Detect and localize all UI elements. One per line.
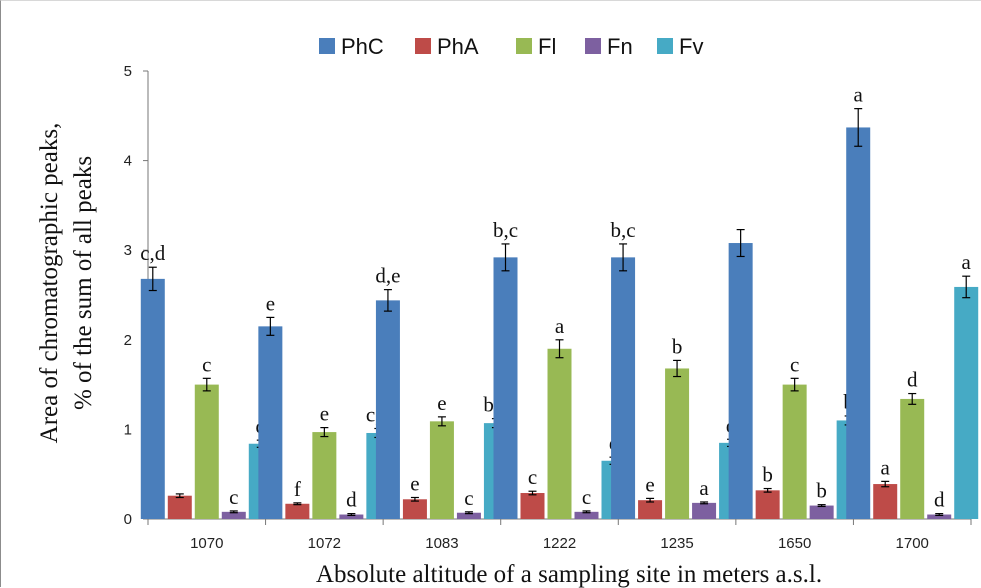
significance-label: d,e (375, 264, 400, 288)
bar-phc-1235 (611, 257, 636, 519)
significance-label: e (410, 471, 419, 495)
significance-label: b (816, 479, 827, 503)
bar-fn-1650 (809, 505, 834, 519)
significance-label: e (320, 402, 329, 426)
bar-pha-1235 (638, 500, 663, 519)
bar-pha-1083 (402, 499, 427, 519)
significance-label: d (346, 488, 357, 512)
significance-label: c (202, 352, 211, 376)
legend-label-fl: Fl (538, 34, 556, 59)
y-tick-label: 4 (124, 153, 132, 170)
bar-phc-1083 (375, 300, 400, 519)
x-tick-label: 1083 (425, 535, 458, 552)
significance-label: c (528, 465, 537, 489)
legend-label-pha: PhA (437, 34, 479, 59)
bar-fn-1235 (692, 502, 717, 519)
bar-phc-1650 (728, 243, 753, 520)
bar-fv-1700 (954, 286, 979, 519)
bar-pha-1650 (755, 490, 780, 519)
legend-label-fv: Fv (679, 34, 703, 59)
bar-pha-1072 (285, 503, 310, 519)
y-tick-label: 2 (124, 332, 132, 349)
bar-phc-1070 (140, 278, 165, 519)
y-tick-label: 1 (124, 421, 132, 438)
bar-fl-1070 (194, 384, 219, 519)
y-tick-label: 0 (124, 511, 132, 528)
bar-fl-1235 (665, 368, 690, 519)
bar-fn-1700 (927, 514, 952, 519)
bar-fl-1650 (782, 384, 807, 519)
y-axis-title: Area of chromatographic peaks, % of the s… (36, 123, 97, 444)
legend-swatch-fn (585, 38, 601, 54)
significance-label: a (962, 250, 972, 274)
legend: PhC PhA Fl Fn Fv (319, 34, 703, 59)
significance-label: b,c (493, 218, 518, 242)
y-axis-title-line: % of the sum of all peaks (70, 156, 97, 410)
legend-swatch-fl (516, 38, 532, 54)
bar-pha-1070 (167, 495, 192, 519)
x-tick-label: 1222 (543, 535, 576, 552)
bar-fn-1070 (221, 511, 246, 519)
significance-label: e (266, 291, 275, 315)
significance-label: a (881, 455, 891, 479)
significance-label: f (294, 477, 301, 501)
significance-label: b (762, 463, 773, 487)
bar-phc-1072 (258, 326, 283, 519)
legend-swatch-pha (415, 38, 431, 54)
significance-label: b,c (611, 218, 636, 242)
significance-label: c,d (140, 241, 166, 265)
bar-fn-1222 (574, 511, 599, 519)
bar-fl-1083 (429, 421, 454, 519)
bar-phc-1700 (846, 127, 871, 519)
significance-label: d (934, 488, 945, 512)
significance-label: e (437, 391, 446, 415)
x-axis: 1070 1072 1083 1222 1235 1650 1700 (147, 518, 972, 552)
bar-pha-1700 (873, 484, 898, 519)
bar-fl-1700 (900, 398, 925, 519)
x-tick-label: 1072 (308, 535, 341, 552)
y-tick-label: 3 (124, 242, 132, 259)
bar-fn-1083 (456, 512, 481, 519)
x-tick-label: 1650 (778, 535, 811, 552)
significance-label: b (672, 334, 683, 358)
significance-label: c (464, 486, 473, 510)
significance-label: a (699, 476, 709, 500)
significance-label: c (790, 352, 799, 376)
significance-label: a (555, 314, 565, 338)
bar-series-group: c,dccdefedc,dd,eeecb,cb,ccaceb,cebadbcbb… (140, 83, 979, 520)
x-tick-label: 1070 (190, 535, 223, 552)
significance-label: d (907, 368, 918, 392)
bar-fl-1072 (312, 432, 337, 519)
bar-fl-1222 (547, 348, 572, 519)
x-axis-title: Absolute altitude of a sampling site in … (316, 561, 822, 588)
y-tick-label: 5 (124, 63, 132, 80)
bar-pha-1222 (520, 493, 545, 519)
legend-label-fn: Fn (607, 34, 633, 59)
y-axis-title-line: Area of chromatographic peaks, (36, 123, 63, 444)
x-tick-label: 1700 (896, 535, 929, 552)
significance-label: c (229, 485, 238, 509)
x-tick-label: 1235 (660, 535, 693, 552)
legend-label-phc: PhC (341, 34, 384, 59)
significance-label: a (854, 83, 864, 107)
legend-swatch-fv (657, 38, 673, 54)
bar-phc-1222 (493, 257, 518, 519)
significance-label: c (582, 485, 591, 509)
bar-fn-1072 (339, 514, 364, 519)
legend-swatch-phc (319, 38, 335, 54)
significance-label: e (645, 472, 654, 496)
